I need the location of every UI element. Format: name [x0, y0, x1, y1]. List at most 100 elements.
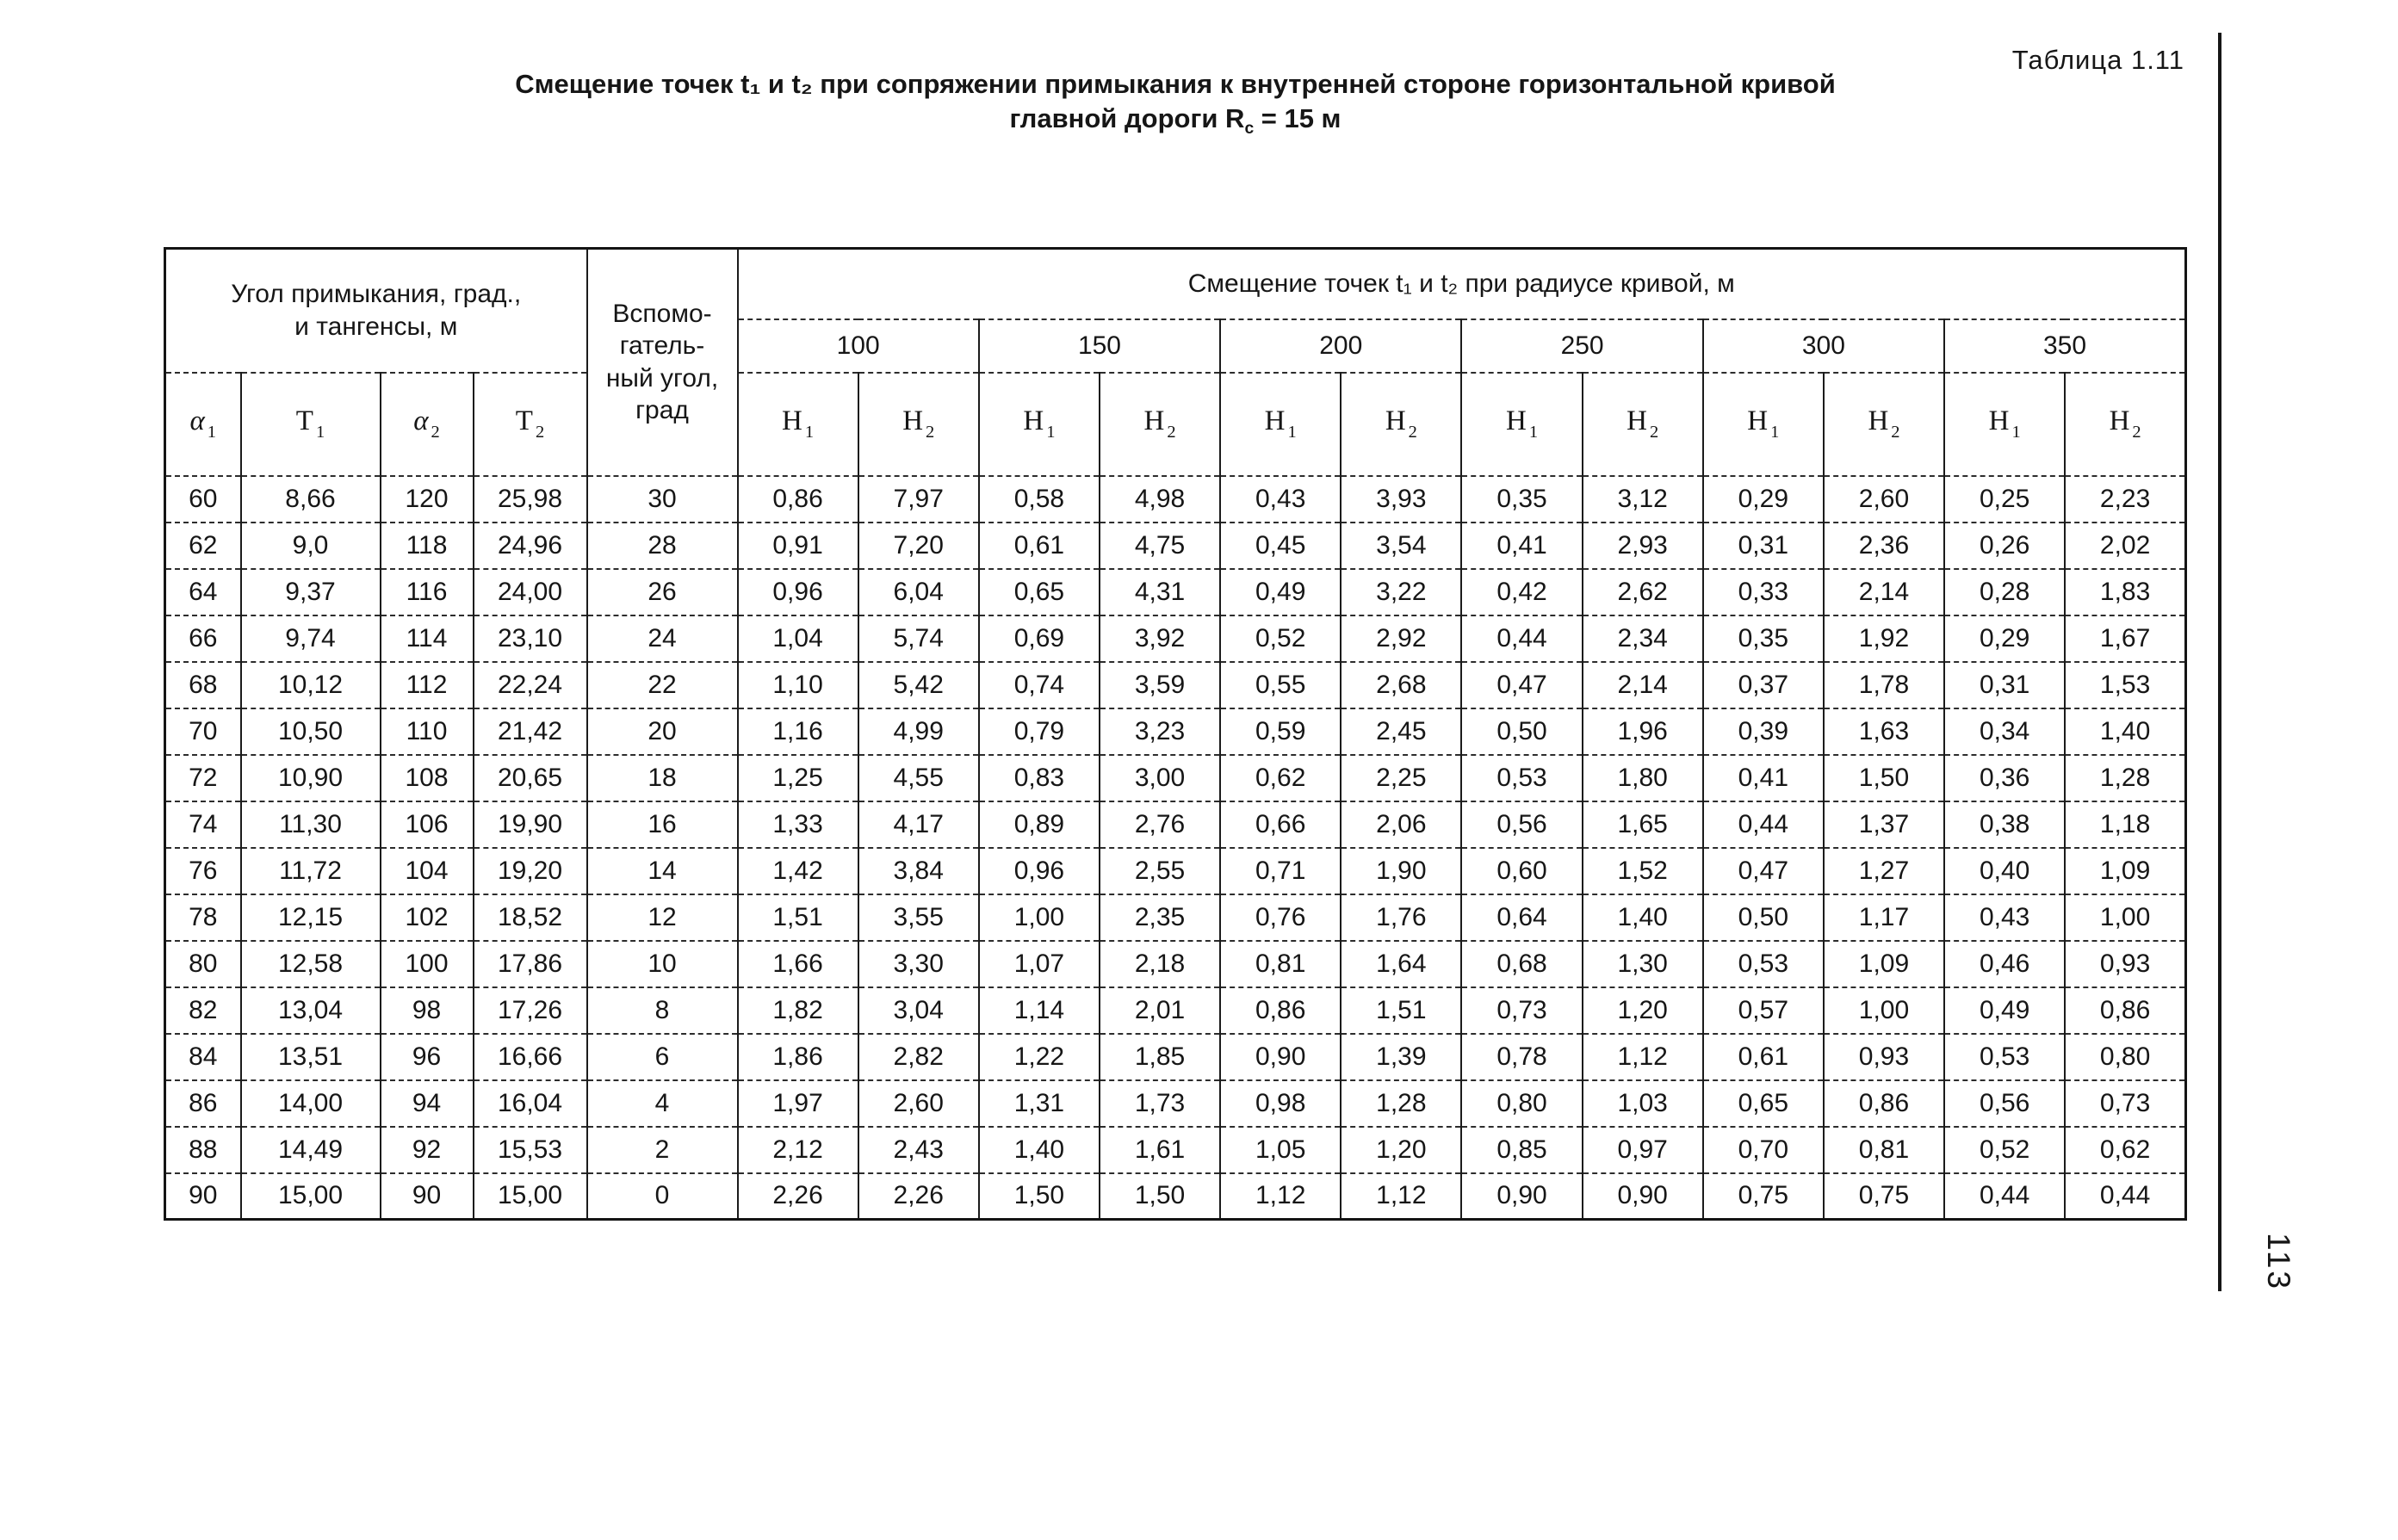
symbol-subscript: 2 [1408, 423, 1417, 442]
cell: 0,75 [1701, 1172, 1824, 1220]
symbol-base: Н [782, 405, 802, 436]
cell: 25,98 [472, 474, 587, 523]
symbol-subscript: 2 [431, 423, 440, 442]
page-edge-rule [2218, 33, 2221, 1291]
table-row: 62 9,0 118 24,96 28 0,91 7,20 0,61 4,75 0,45 3,54 0… [164, 521, 2186, 569]
cell: 1,00 [1822, 986, 1945, 1034]
cell: 0,90 [1581, 1172, 1703, 1220]
cell: 19,20 [472, 846, 587, 894]
cell: 11,72 [239, 846, 381, 894]
cell: 13,51 [239, 1032, 381, 1080]
radius-header: 150 [977, 318, 1221, 373]
cell: 16,66 [472, 1032, 587, 1080]
cell: 1,80 [1581, 753, 1703, 801]
cell: 0,35 [1701, 614, 1824, 662]
cell: 0,83 [977, 753, 1100, 801]
table-row: 80 12,58 100 17,86 10 1,66 3,30 1,07 2,18 0,81 1,6… [164, 939, 2186, 987]
cell: 1,76 [1340, 893, 1462, 941]
cell: 70 [164, 707, 241, 755]
table-title-line1: Смещение точек t₁ и t₂ при сопряжении пр… [515, 69, 1836, 99]
cell: 0,31 [1701, 521, 1824, 569]
table-row: 84 13,51 96 16,66 6 1,86 2,82 1,22 1,85 0,90 1,39 0… [164, 1032, 2186, 1080]
cell: 3,92 [1098, 614, 1221, 662]
cell: 1,97 [736, 1079, 858, 1127]
cell: 1,51 [736, 893, 858, 941]
cell: 2,34 [1581, 614, 1703, 662]
cell: 80 [164, 939, 241, 987]
cell: 1,66 [736, 939, 858, 987]
cell: 3,04 [857, 986, 979, 1034]
cell: 1,78 [1822, 660, 1945, 708]
cell: 0,96 [736, 567, 858, 615]
cell: 0,34 [1943, 707, 2066, 755]
cell: 6,04 [857, 567, 979, 615]
cell: 0,29 [1943, 614, 2066, 662]
cell: 0,29 [1701, 474, 1824, 523]
cell: 0,85 [1460, 1125, 1583, 1173]
cell: 1,50 [1098, 1172, 1221, 1220]
radius-header: 250 [1460, 318, 1703, 373]
cell: 0,45 [1219, 521, 1342, 569]
cell: 114 [379, 614, 474, 662]
symbol-subscript: 2 [1649, 423, 1659, 442]
table-row: 60 8,66 120 25,98 30 0,86 7,97 0,58 4,98 0,43 3,93… [164, 474, 2186, 523]
cell: 1,12 [1219, 1172, 1342, 1220]
symbol-subscript: 2 [2132, 423, 2141, 442]
cell: 7,20 [857, 521, 979, 569]
cell: 3,23 [1098, 707, 1221, 755]
cell: 0,50 [1701, 893, 1824, 941]
cell: 20,65 [472, 753, 587, 801]
cell: 1,51 [1340, 986, 1462, 1034]
cell: 1,12 [1340, 1172, 1462, 1220]
cell: 0,75 [1822, 1172, 1945, 1220]
symbol-subscript: 2 [1891, 423, 1900, 442]
cell: 84 [164, 1032, 241, 1080]
cell: 100 [379, 939, 474, 987]
cell: 18,52 [472, 893, 587, 941]
radius-header-row: 100 150 200 250 300 350 [165, 318, 2186, 373]
cell: 62 [164, 521, 241, 569]
cell: 0,49 [1943, 986, 2066, 1034]
cell: 0,57 [1701, 986, 1824, 1034]
cell: 0,93 [1822, 1032, 1945, 1080]
table-row: 74 11,30 106 19,90 16 1,33 4,17 0,89 2,76 0,66 2,0… [164, 800, 2186, 848]
cell: 3,22 [1340, 567, 1462, 615]
cell: 0,62 [1219, 753, 1342, 801]
cell: 26 [586, 567, 738, 615]
symbol-subscript: 1 [207, 423, 217, 442]
cell: 0,53 [1943, 1032, 2066, 1080]
cell: 0,90 [1460, 1172, 1583, 1220]
cell: 0,47 [1460, 660, 1583, 708]
cell: 21,42 [472, 707, 587, 755]
cell: 74 [164, 800, 241, 848]
cell: 1,67 [2064, 614, 2186, 662]
symbol-subscript: 2 [535, 423, 545, 442]
cell: 20 [586, 707, 738, 755]
symbol-base: Н [1023, 405, 1044, 436]
symbol-subscript: 1 [1287, 423, 1297, 442]
cell: 0,79 [977, 707, 1100, 755]
cell: 0,86 [736, 474, 858, 523]
cell: 82 [164, 986, 241, 1034]
cell: 66 [164, 614, 241, 662]
cell: 18 [586, 753, 738, 801]
cell: 0,44 [1460, 614, 1583, 662]
cell: 3,00 [1098, 753, 1221, 801]
cell: 30 [586, 474, 738, 523]
cell: 19,90 [472, 800, 587, 848]
page-number: 113 [2261, 1233, 2296, 1291]
cell: 15,53 [472, 1125, 587, 1173]
cell: 4,17 [857, 800, 979, 848]
cell: 0,44 [2064, 1172, 2186, 1220]
symbol-base: Н [1988, 405, 2010, 436]
cell: 0,44 [1943, 1172, 2066, 1220]
cell: 102 [379, 893, 474, 941]
cell: 2,76 [1098, 800, 1221, 848]
